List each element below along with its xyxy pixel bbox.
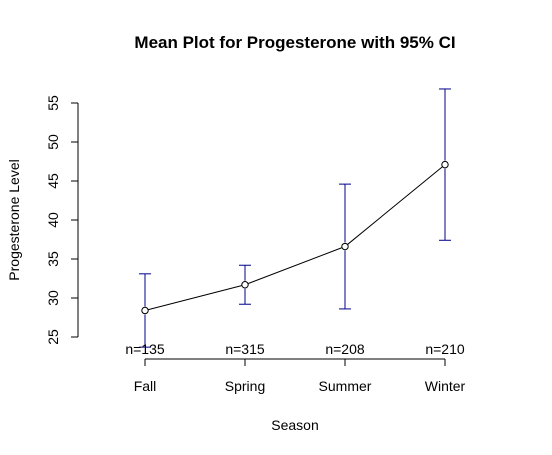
x-tick-label: Fall: [134, 378, 157, 394]
y-tick-label: 35: [45, 251, 61, 267]
y-tick-label: 50: [45, 134, 61, 150]
y-tick-label: 30: [45, 290, 61, 306]
ci-bar: [239, 264, 251, 305]
x-tick-label: Summer: [319, 378, 372, 394]
mean-line-segment: [148, 285, 242, 311]
sample-size-label: n=315: [225, 341, 265, 357]
y-tick-label: 40: [45, 212, 61, 228]
mean-point: [141, 306, 149, 315]
mean-line-segment: [248, 247, 342, 284]
y-tick-label: 45: [45, 173, 61, 189]
axes: 25 30 35 40 45 50 55 Fall Spring Summer Winter: [45, 95, 466, 394]
mean-point: [441, 160, 449, 169]
y-tick-label: 25: [45, 329, 61, 345]
mean-point: [241, 281, 249, 289]
x-tick-label: Winter: [425, 378, 466, 394]
ci-bar: [339, 183, 351, 310]
x-axis-label: Season: [271, 417, 318, 433]
sample-size-labels: n=135 n=315 n=208 n=210: [125, 341, 465, 357]
mean-line-segment: [347, 166, 443, 245]
y-tick-label: 55: [45, 95, 61, 111]
y-axis-label: Progesterone Level: [6, 159, 22, 280]
sample-size-label: n=135: [125, 341, 165, 357]
chart-title: Mean Plot for Progesterone with 95% CI: [134, 33, 455, 52]
confidence-intervals: [139, 88, 451, 348]
sample-size-label: n=208: [325, 341, 365, 357]
ci-bar: [139, 273, 151, 348]
ci-bar: [439, 88, 451, 241]
sample-size-label: n=210: [425, 341, 465, 357]
x-tick-label: Spring: [225, 378, 265, 394]
mean-point: [341, 242, 349, 251]
mean-line-layer: [148, 166, 443, 311]
mean-points: [141, 160, 449, 315]
